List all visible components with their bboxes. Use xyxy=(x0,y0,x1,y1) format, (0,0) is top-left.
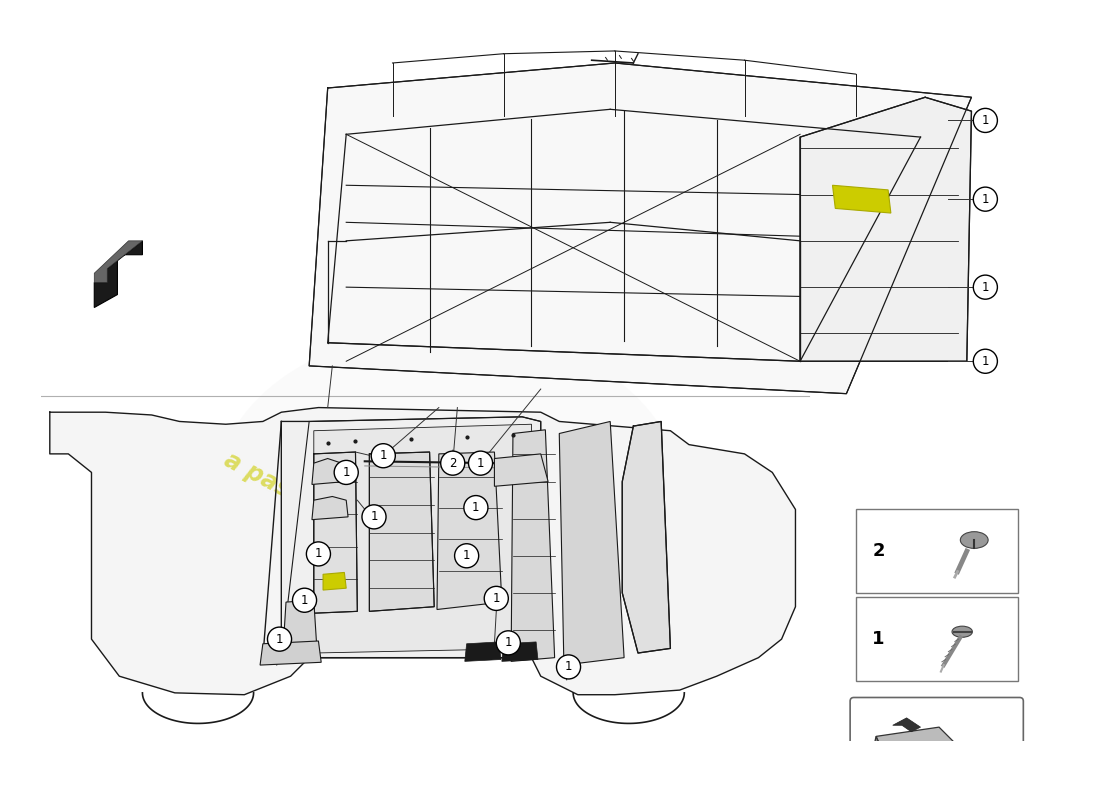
Text: 1: 1 xyxy=(472,501,480,514)
Circle shape xyxy=(974,275,998,299)
FancyBboxPatch shape xyxy=(856,598,1018,681)
Polygon shape xyxy=(559,422,624,665)
Text: 1: 1 xyxy=(300,594,308,606)
Polygon shape xyxy=(623,422,670,653)
Circle shape xyxy=(334,460,359,485)
Circle shape xyxy=(974,187,998,211)
Text: 1: 1 xyxy=(981,354,989,368)
Ellipse shape xyxy=(952,626,972,638)
Polygon shape xyxy=(893,718,921,732)
Circle shape xyxy=(484,586,508,610)
Text: 1: 1 xyxy=(981,114,989,127)
Ellipse shape xyxy=(217,329,680,653)
Text: 2: 2 xyxy=(449,457,456,470)
Circle shape xyxy=(454,544,478,568)
Circle shape xyxy=(469,451,493,475)
Polygon shape xyxy=(494,454,548,486)
Text: 1: 1 xyxy=(379,450,387,462)
Polygon shape xyxy=(930,750,962,774)
FancyBboxPatch shape xyxy=(854,773,1020,800)
Polygon shape xyxy=(314,424,536,653)
Polygon shape xyxy=(870,736,934,774)
Polygon shape xyxy=(50,407,795,694)
Text: 1: 1 xyxy=(505,636,513,650)
Text: 701 06: 701 06 xyxy=(894,786,980,800)
Circle shape xyxy=(307,542,330,566)
Polygon shape xyxy=(95,241,142,282)
Polygon shape xyxy=(502,642,538,662)
Circle shape xyxy=(974,108,998,133)
Circle shape xyxy=(557,655,581,679)
Polygon shape xyxy=(370,452,434,611)
Text: 1: 1 xyxy=(476,457,484,470)
Polygon shape xyxy=(512,430,554,662)
Polygon shape xyxy=(312,497,348,520)
Text: 1: 1 xyxy=(342,466,350,479)
Polygon shape xyxy=(282,417,541,658)
Text: 1: 1 xyxy=(564,661,572,674)
Polygon shape xyxy=(260,641,321,665)
Circle shape xyxy=(974,350,998,374)
Text: 1: 1 xyxy=(872,630,884,648)
Polygon shape xyxy=(95,241,142,307)
Polygon shape xyxy=(323,573,346,590)
FancyBboxPatch shape xyxy=(856,510,1018,593)
Text: 2: 2 xyxy=(872,542,884,560)
Circle shape xyxy=(464,495,488,520)
Text: 1: 1 xyxy=(371,510,377,523)
Polygon shape xyxy=(314,452,358,614)
Circle shape xyxy=(267,627,292,651)
Polygon shape xyxy=(283,600,317,646)
Polygon shape xyxy=(465,642,501,662)
Circle shape xyxy=(441,451,465,475)
Text: 1: 1 xyxy=(315,547,322,561)
Text: 1: 1 xyxy=(276,633,284,646)
Polygon shape xyxy=(800,98,971,362)
Circle shape xyxy=(496,631,520,655)
FancyBboxPatch shape xyxy=(850,698,1023,800)
Polygon shape xyxy=(876,727,962,759)
Text: 1: 1 xyxy=(493,592,500,605)
Circle shape xyxy=(293,588,317,612)
Polygon shape xyxy=(312,458,344,485)
Polygon shape xyxy=(309,63,971,394)
Polygon shape xyxy=(833,186,891,213)
Text: a passion for parts site...: a passion for parts site... xyxy=(220,448,528,626)
Circle shape xyxy=(371,444,395,468)
Ellipse shape xyxy=(960,532,988,548)
Text: 1: 1 xyxy=(981,193,989,206)
Text: 1: 1 xyxy=(463,550,471,562)
Circle shape xyxy=(362,505,386,529)
Polygon shape xyxy=(437,452,502,610)
Text: 1: 1 xyxy=(981,281,989,294)
